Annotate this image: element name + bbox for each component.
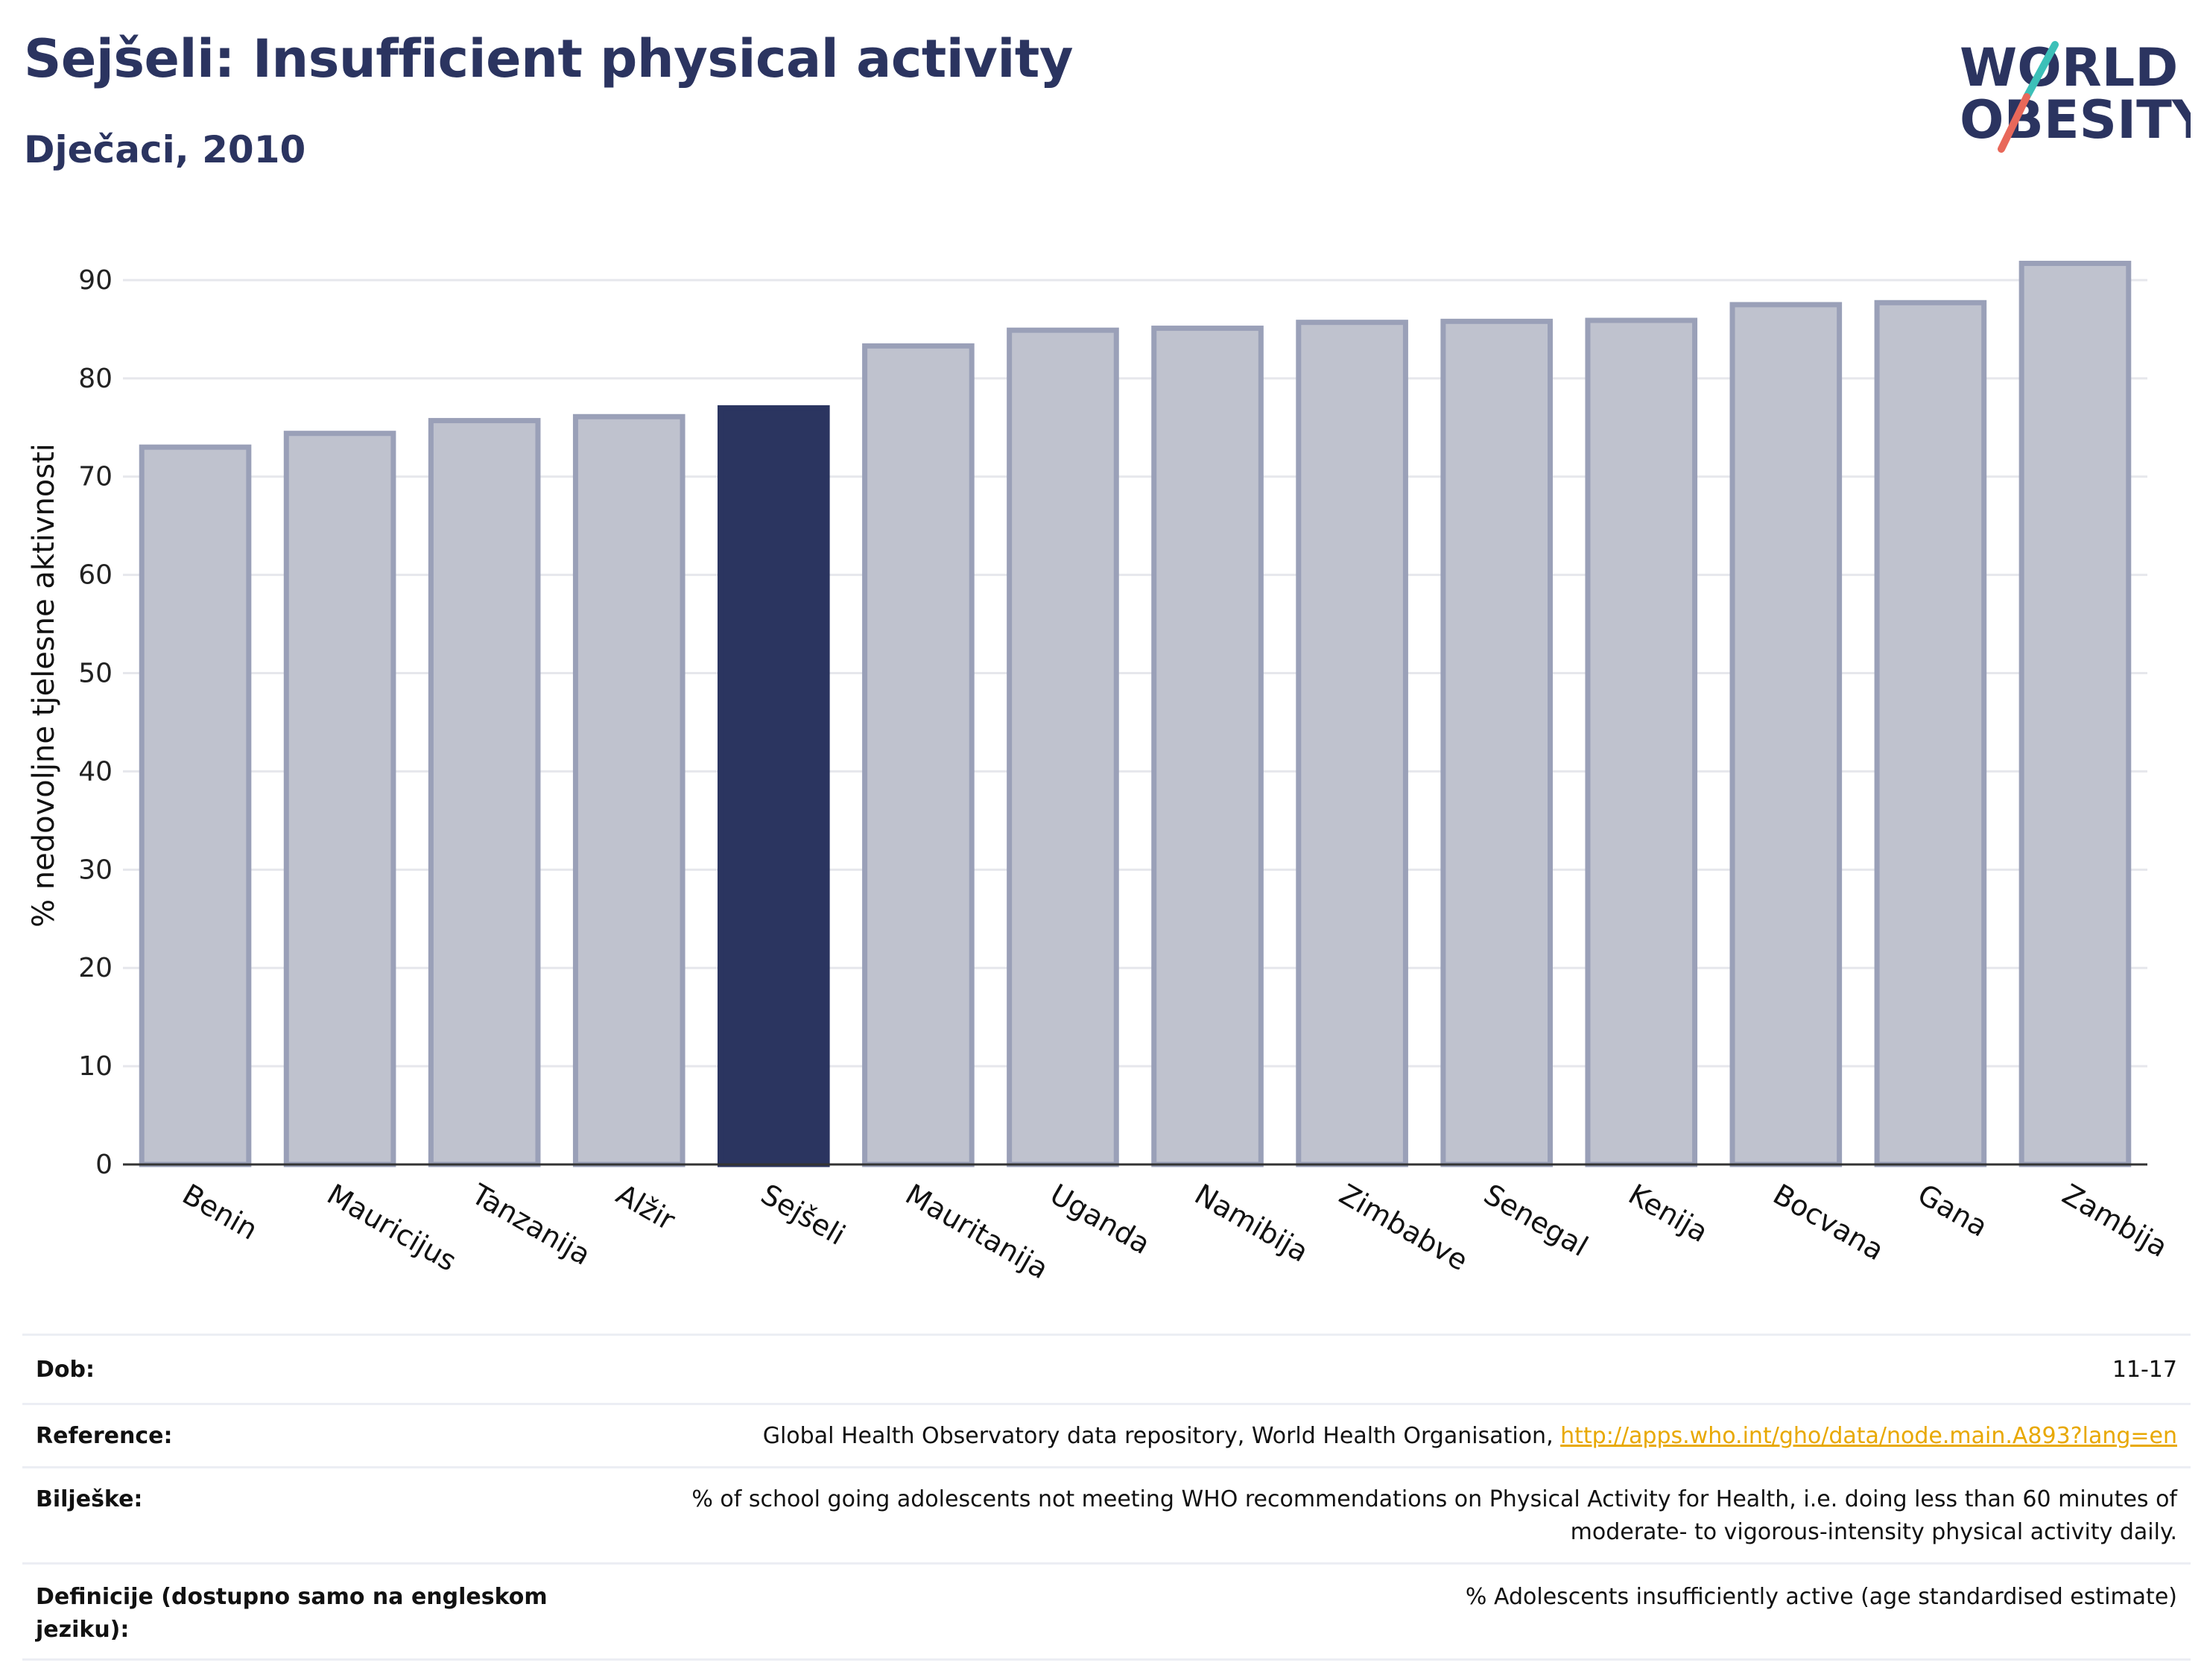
y-tick-label: 80 <box>78 364 113 394</box>
notes-label: Bilješke: <box>36 1486 143 1512</box>
y-tick-label: 50 <box>78 659 113 689</box>
definitions-label-line1: Definicije (dostupno samo na engleskom <box>36 1584 548 1610</box>
info-row-age: Dob: 11-17 <box>22 1334 2191 1403</box>
x-tick-label: Uganda <box>1045 1178 1156 1261</box>
reference-text: Global Health Observatory data repositor… <box>762 1423 1561 1449</box>
x-tick-label: Sejšeli <box>756 1178 851 1252</box>
age-value: 11-17 <box>2112 1357 2177 1383</box>
y-tick-label: 70 <box>78 462 113 492</box>
reference-link[interactable]: http://apps.who.int/gho/data/node.main.A… <box>1560 1423 2177 1449</box>
definitions-value: % Adolescents insufficiently active (age… <box>1465 1584 2177 1610</box>
chart-title: Sejšeli: Insufficient physical activity <box>24 28 1074 89</box>
bar-tanzanija <box>428 418 541 1167</box>
bar-chart: 0 10 20 30 40 50 60 70 80 90 Benin Mauricijus Tanzan… <box>27 261 2173 1286</box>
chart-subtitle: Dječaci, 2010 <box>24 128 306 171</box>
bar-mauritanija <box>862 343 975 1167</box>
x-tick-label: Bocvana <box>1767 1178 1889 1267</box>
logo-line2: OBESITY <box>1960 89 2191 150</box>
bar-alžir <box>572 413 685 1167</box>
bar-gana <box>1874 299 1987 1167</box>
bar-namibija <box>1151 326 1264 1167</box>
reference-label: Reference: <box>36 1423 173 1449</box>
bar-uganda <box>1007 327 1119 1167</box>
x-tick-label: Kenija <box>1623 1178 1713 1249</box>
x-tick-label: Mauritanija <box>900 1178 1054 1286</box>
notes-line1: % of school going adolescents not meetin… <box>691 1486 2177 1512</box>
y-tick-label: 30 <box>78 855 113 885</box>
info-row-notes: Bilješke: % of school going adolescents … <box>22 1466 2191 1562</box>
definitions-label-line2: jeziku): <box>36 1617 130 1643</box>
y-tick-label: 90 <box>78 265 113 296</box>
grid-lines <box>123 279 2147 1068</box>
bar-kenija <box>1585 317 1698 1167</box>
notes-value: % of school going adolescents not meetin… <box>691 1483 2177 1549</box>
notes-line2: moderate- to vigorous-intensity physical… <box>1570 1519 2177 1545</box>
y-tick-label: 60 <box>78 560 113 591</box>
reference-value: Global Health Observatory data repositor… <box>763 1420 2177 1453</box>
bar-benin <box>139 444 252 1167</box>
y-tick-label: 10 <box>78 1051 113 1082</box>
info-row-definitions: Definicije (dostupno samo na engleskom j… <box>22 1562 2191 1661</box>
y-tick-label: 20 <box>78 953 113 983</box>
x-tick-label: Benin <box>177 1178 264 1246</box>
y-axis-label: % nedovoljne tjelesne aktivnosti <box>27 443 61 928</box>
bar-mauricijus <box>283 431 396 1167</box>
x-tick-label: Namibija <box>1189 1178 1314 1269</box>
y-tick-label: 40 <box>78 756 113 787</box>
bar-bocvana <box>1729 302 1843 1167</box>
logo-line1: WORLD <box>1960 37 2178 98</box>
bar-senegal <box>1440 318 1553 1167</box>
info-table: Dob: 11-17 Reference: Global Health Obse… <box>22 1334 2191 1661</box>
x-tick-label: Alžir <box>611 1178 681 1237</box>
bar-sejšeli <box>718 405 830 1167</box>
age-label: Dob: <box>36 1357 95 1383</box>
definitions-label: Definicije (dostupno samo na engleskom j… <box>36 1581 557 1646</box>
info-row-reference: Reference: Global Health Observatory dat… <box>22 1403 2191 1466</box>
x-tick-label: Zambija <box>2056 1178 2173 1264</box>
bar-zimbabve <box>1296 320 1408 1167</box>
x-tick-label: Senegal <box>1478 1178 1593 1264</box>
bar-zambija <box>2018 261 2132 1167</box>
bars <box>139 261 2132 1167</box>
world-obesity-logo: WORLD OBESITY <box>1960 37 2191 153</box>
x-tick-label: Zimbabve <box>1334 1178 1473 1278</box>
x-tick-label: Gana <box>1912 1178 1993 1243</box>
x-tick-label: Mauricijus <box>322 1178 462 1278</box>
x-tick-label: Tanzanija <box>466 1177 596 1272</box>
y-tick-label: 0 <box>95 1150 113 1180</box>
